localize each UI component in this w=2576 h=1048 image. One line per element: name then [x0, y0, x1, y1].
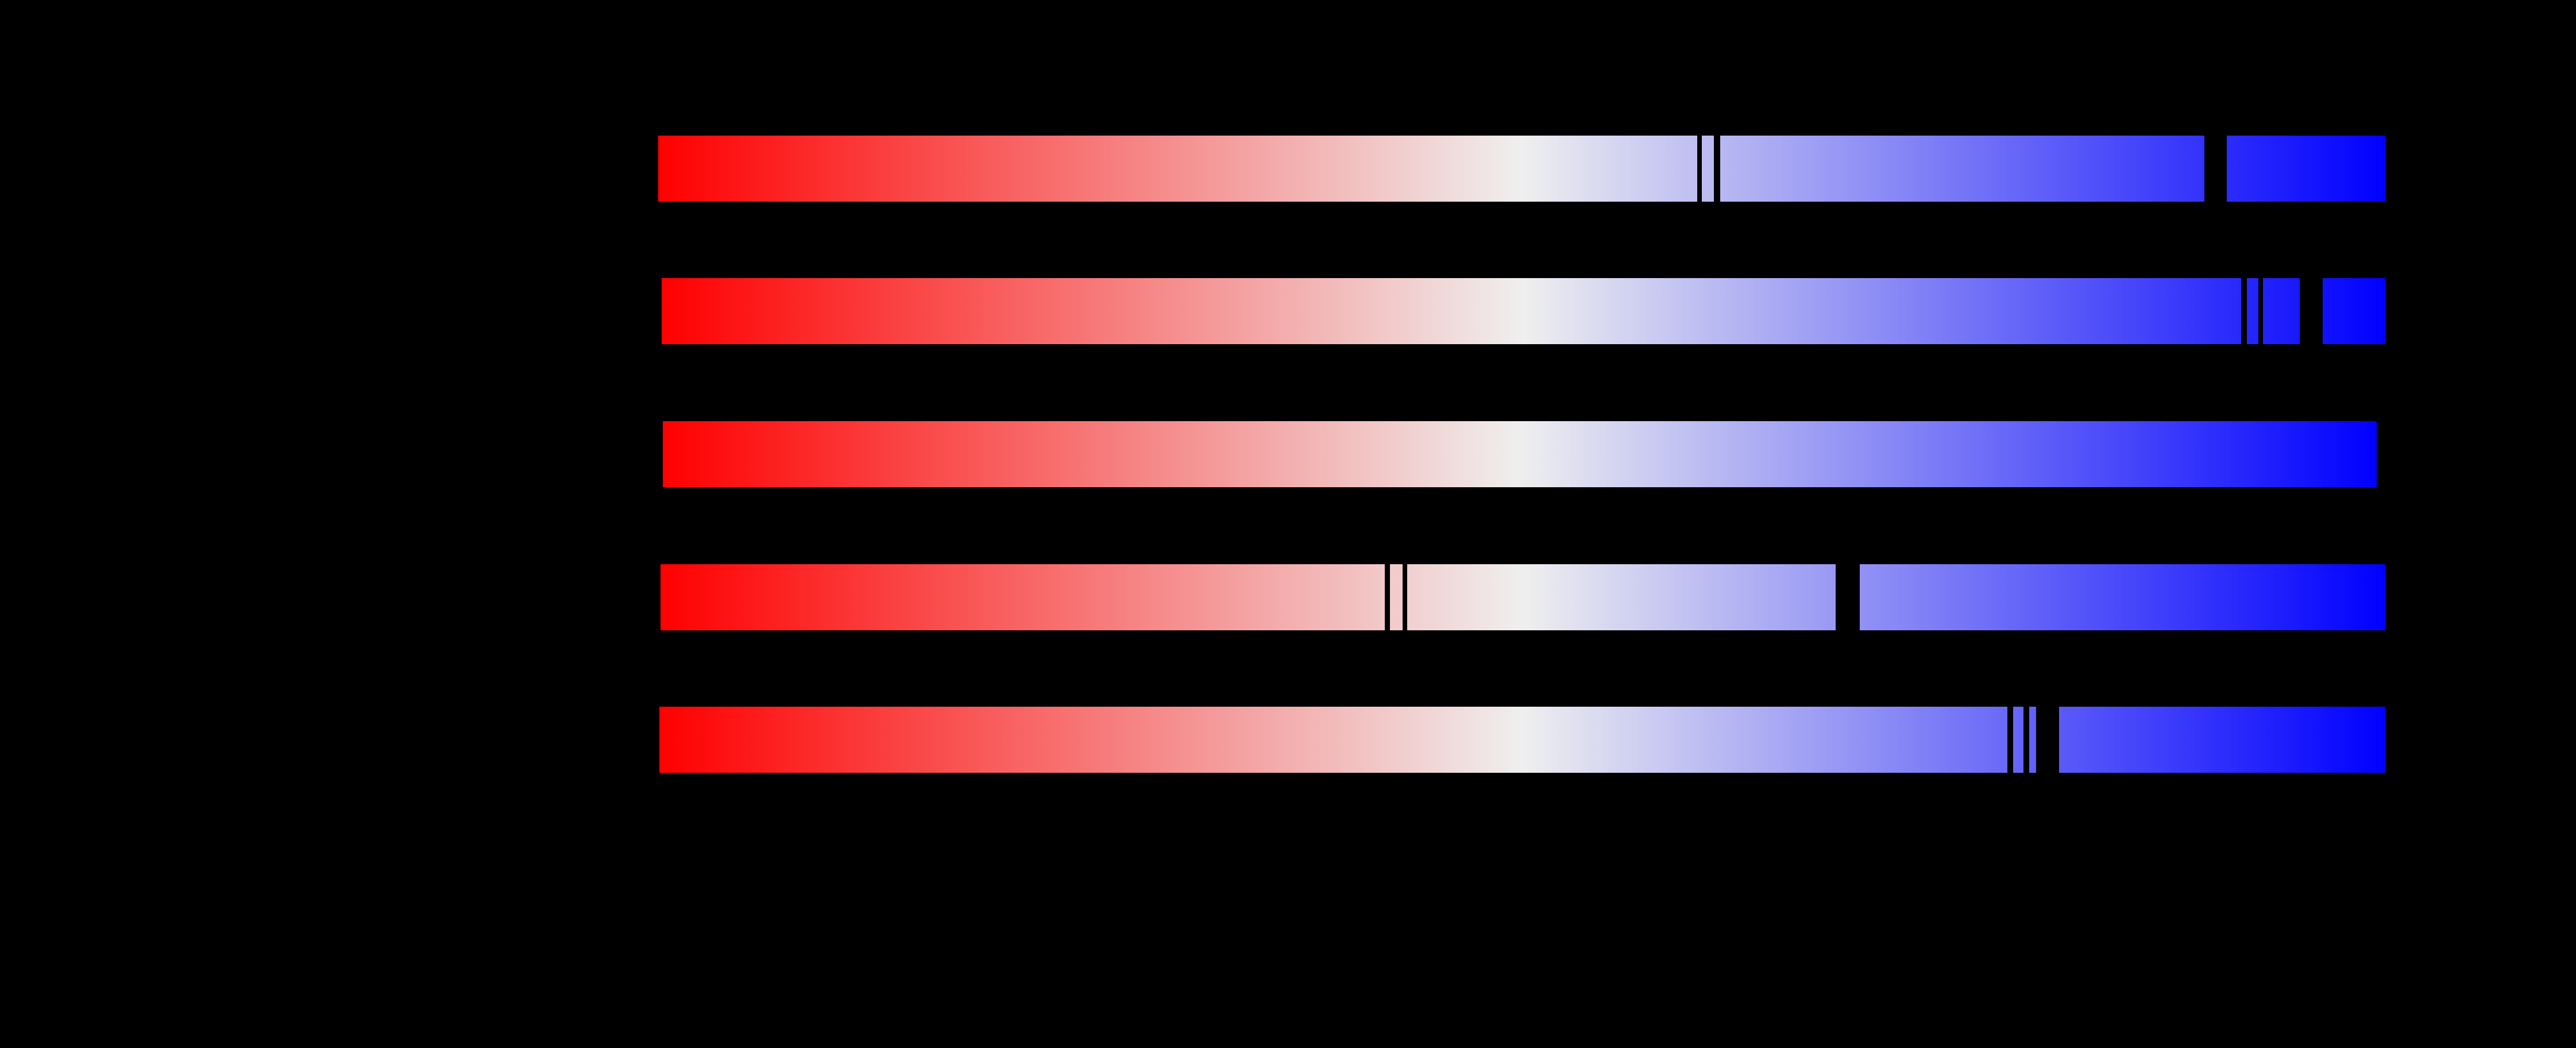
colorbar-segment [2029, 707, 2036, 773]
colorbar-segment [2013, 707, 2023, 773]
colorbar-segment [1702, 136, 1714, 202]
colorbar-row-3 [658, 564, 2385, 630]
colorbar-segment [1720, 136, 2204, 202]
colorbar-segment [2323, 278, 2385, 344]
colorbar-segment [659, 707, 2007, 773]
colorbar-segment [658, 136, 1697, 202]
colorbar-row-2 [658, 421, 2385, 487]
colorbar-segment [661, 564, 1385, 630]
colorbar-segment [2263, 278, 2300, 344]
colorbar-segment [2059, 707, 2385, 773]
colorbar-row-4 [658, 707, 2385, 773]
colorbar-row-1 [658, 278, 2385, 344]
colorbar-segment [1860, 564, 2385, 630]
colorbar-segment [1390, 564, 1403, 630]
colorbar-segment [2247, 278, 2258, 344]
colorbar-segment [1407, 564, 1836, 630]
colorbar-row-0 [658, 136, 2385, 202]
colorbar-segment [663, 421, 2377, 487]
colorbar-segment [662, 278, 2241, 344]
colorbar-segment [2227, 136, 2385, 202]
